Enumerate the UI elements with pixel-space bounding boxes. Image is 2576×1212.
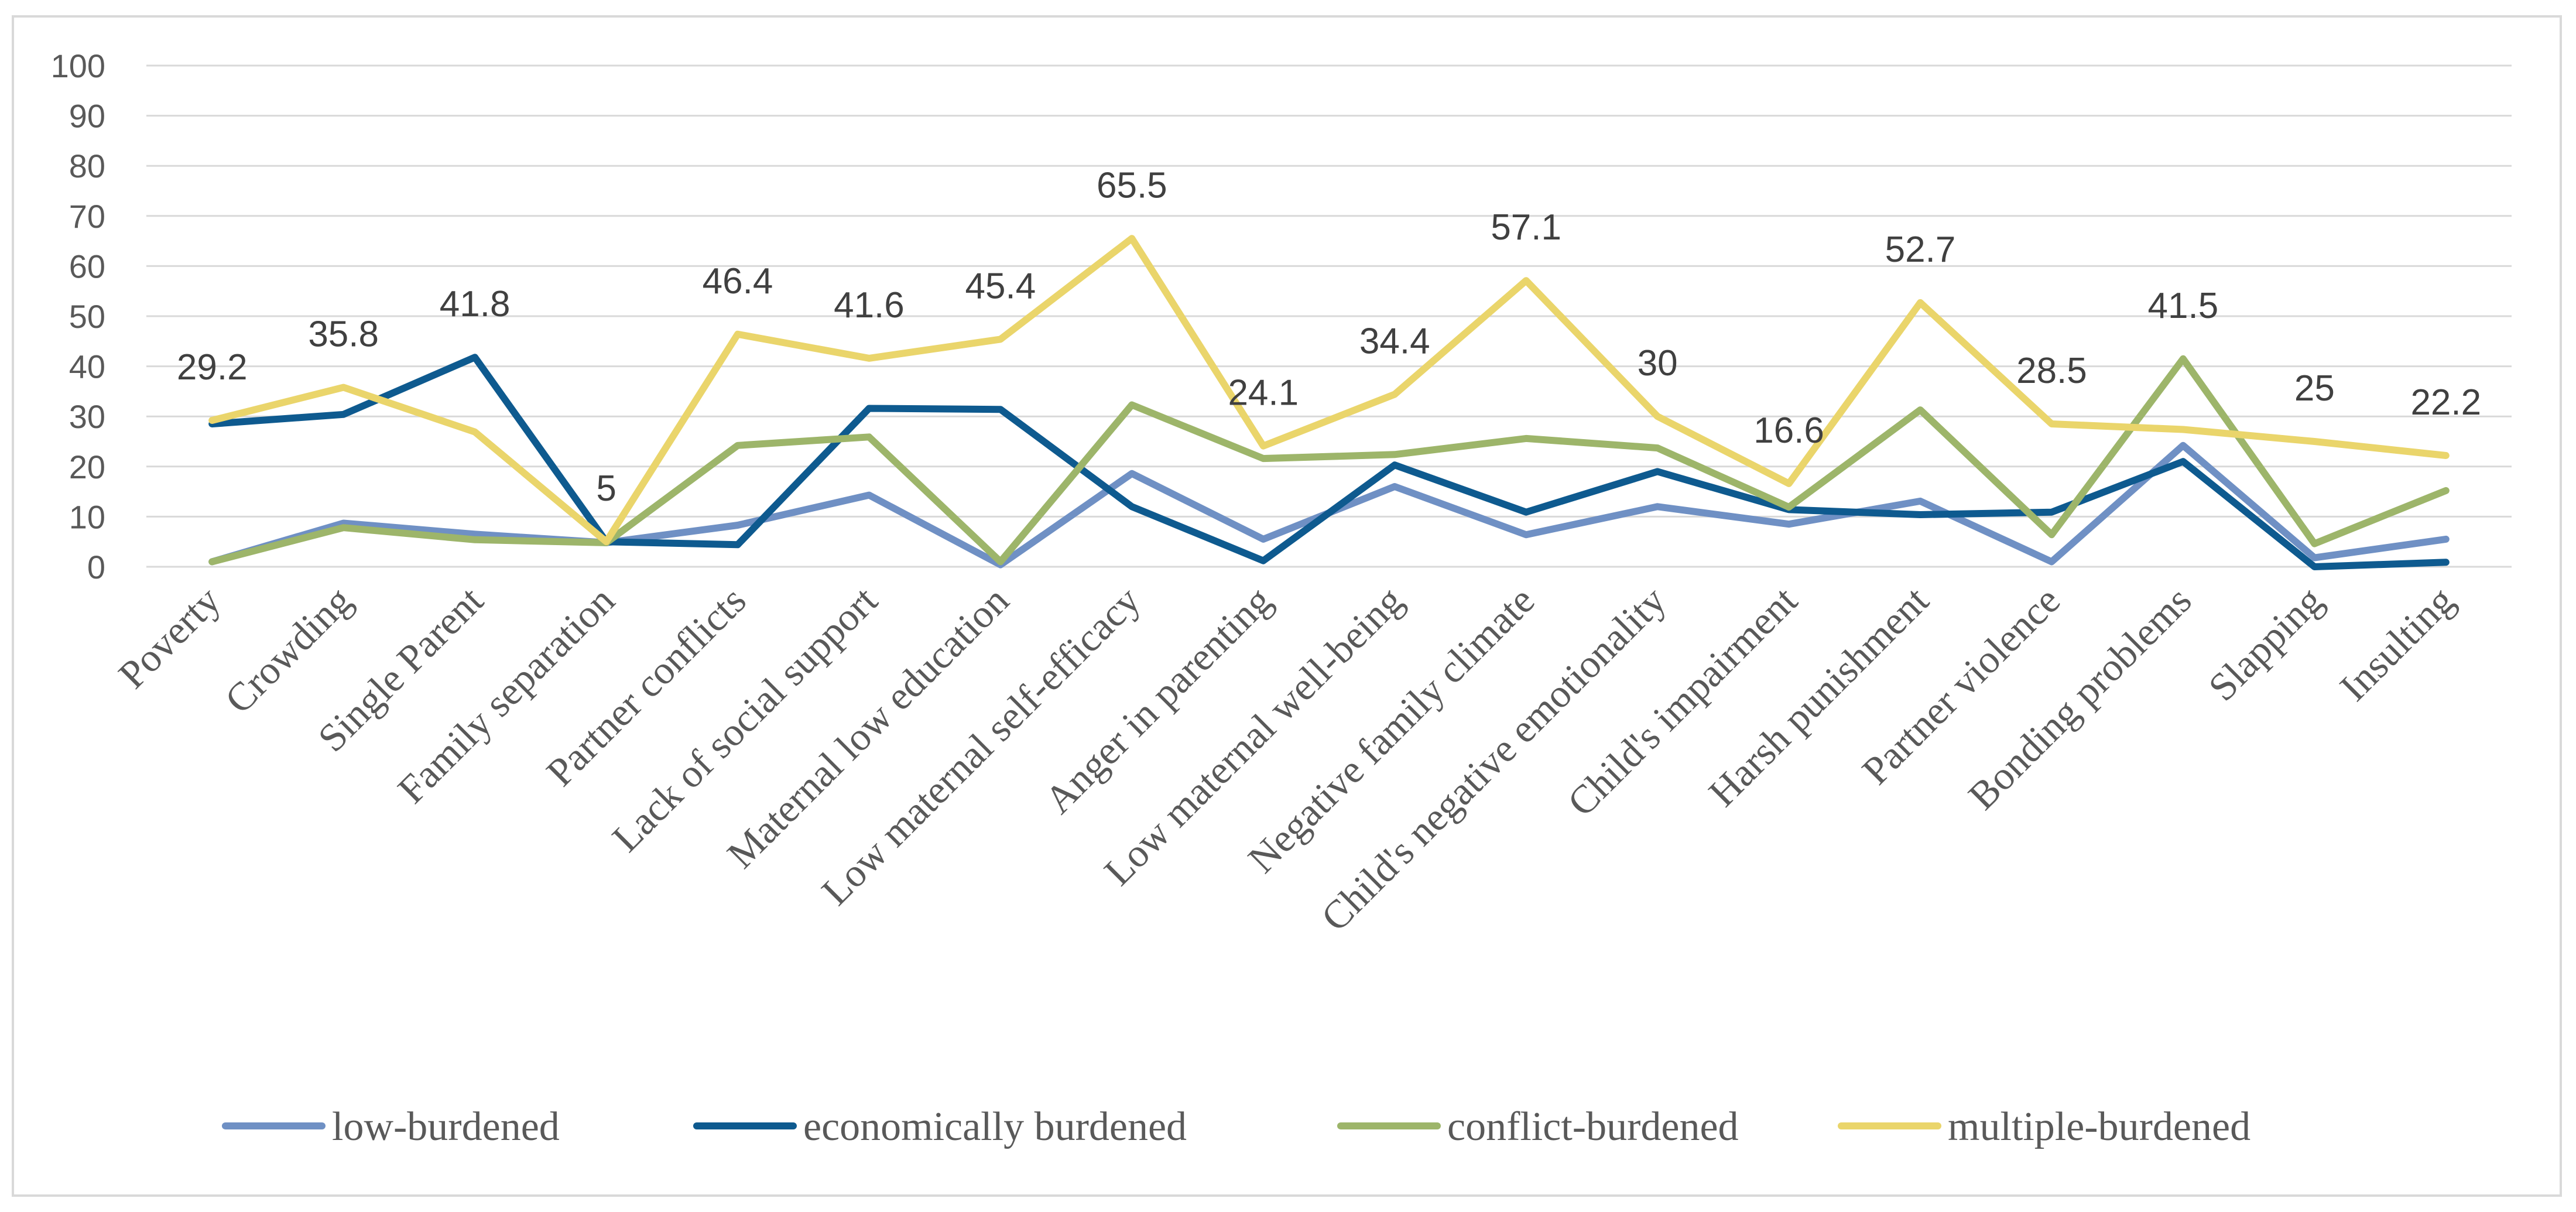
y-axis-ticks: 0 10 20 30 40 50 60 70 80 90 100 [51, 47, 105, 586]
series-line-multiple-burdened [208, 235, 2450, 546]
x-tick-label-harsh-punishment: Harsh punishment [1700, 578, 1937, 815]
x-tick-label-poverty: Poverty [110, 578, 229, 697]
data-label: 25 [2294, 368, 2335, 409]
y-tick-label: 10 [69, 498, 105, 535]
data-labels: 29.2 35.8 41.8 5 46.4 41.6 45.4 65.5 24.1 34.4 57.… [177, 165, 2481, 509]
series-lines [208, 235, 2450, 570]
data-label: 34.4 [1359, 321, 1430, 362]
data-label: 41.6 [834, 285, 905, 326]
series-line-conflict-burdened [208, 355, 2450, 566]
series-multiple-burdened [208, 235, 2450, 546]
legend-item-multiple-burdened[interactable]: multiple-burdened [1838, 1104, 2250, 1149]
x-tick-label-child-s-impairment: Child's impairment [1558, 578, 1806, 825]
y-tick-label: 20 [69, 448, 105, 485]
series-line-economically-burdened [208, 354, 2450, 570]
legend-label: multiple-burdened [1948, 1104, 2250, 1149]
data-label: 35.8 [308, 314, 379, 355]
data-label: 22.2 [2410, 382, 2481, 423]
x-tick-label-slapping: Slapping [2200, 578, 2331, 710]
legend-item-economically-burdened[interactable]: economically burdened [693, 1104, 1187, 1149]
y-tick-label: 70 [69, 198, 105, 235]
x-tick-label-insulting: Insulting [2331, 578, 2463, 710]
data-label: 52.7 [1885, 230, 1956, 270]
x-tick-label-family-separation: Family separation [389, 578, 624, 812]
x-tick-label-lack-of-social-support: Lack of social support [604, 578, 886, 860]
y-tick-label: 0 [87, 549, 105, 586]
x-tick-label-bonding-problems: Bonding problems [1960, 578, 2200, 818]
data-label: 57.1 [1491, 207, 1561, 248]
y-tick-label: 50 [69, 298, 105, 335]
y-tick-label: 100 [51, 47, 105, 84]
chart-frame [12, 15, 2562, 1197]
series-conflict-burdened [208, 355, 2450, 566]
y-tick-label: 80 [69, 148, 105, 184]
y-tick-label: 40 [69, 348, 105, 385]
y-tick-label: 30 [69, 398, 105, 435]
legend-label: low-burdened [332, 1104, 560, 1149]
y-tick-label: 60 [69, 248, 105, 285]
legend-item-conflict-burdened[interactable]: conflict-burdened [1337, 1104, 1739, 1149]
data-label: 41.5 [2148, 286, 2219, 326]
legend-label: economically burdened [803, 1104, 1187, 1149]
y-tick-label: 90 [69, 98, 105, 135]
legend-label: conflict-burdened [1447, 1104, 1739, 1149]
data-label: 46.4 [703, 261, 773, 302]
legend-item-low-burdened[interactable]: low-burdened [222, 1104, 560, 1149]
gridlines [146, 64, 2512, 568]
legend: low-burdened economically burdened conflic… [222, 1104, 2250, 1149]
data-label: 45.4 [965, 266, 1036, 306]
data-label: 65.5 [1097, 165, 1167, 206]
data-label: 24.1 [1228, 373, 1299, 413]
data-label: 41.8 [440, 284, 511, 324]
data-label: 5 [596, 468, 616, 509]
data-label: 28.5 [2016, 351, 2087, 391]
data-label: 30 [1638, 343, 1678, 384]
x-tick-label-anger-in-parenting: Anger in parenting [1036, 578, 1280, 822]
data-label: 29.2 [177, 347, 248, 388]
data-label: 16.6 [1753, 410, 1824, 451]
